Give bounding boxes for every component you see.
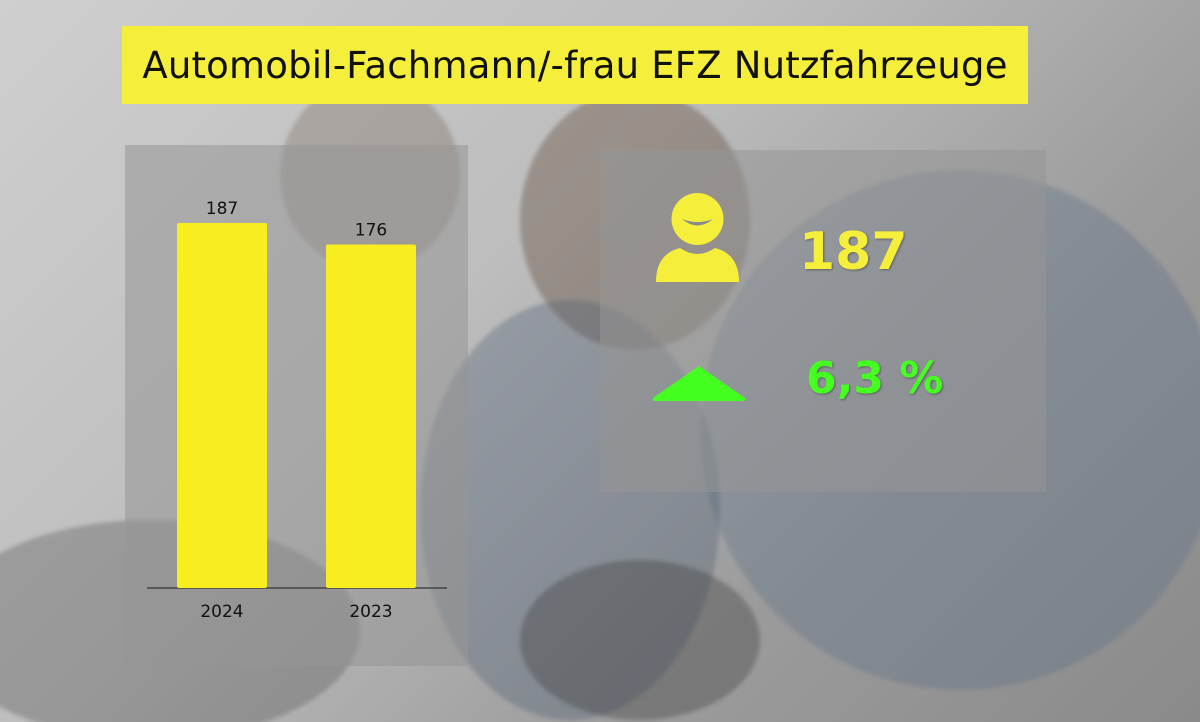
category-label: 2024	[200, 602, 243, 622]
change-percentage: 6,3 %	[806, 353, 944, 404]
bar-chart-panel: 187 2024 176 2023	[125, 145, 468, 666]
bar-chart: 187 2024 176 2023	[147, 199, 447, 622]
bar-2024	[177, 223, 267, 588]
person-icon	[656, 193, 739, 282]
kpi-panel: 187 6,3 %	[600, 150, 1046, 492]
triangle-up-icon	[652, 366, 746, 401]
learner-count: 187	[799, 222, 908, 282]
bar-value-label: 187	[206, 199, 238, 219]
page-title: Automobil-Fachmann/-frau EFZ Nutzfahrzeu…	[142, 43, 1008, 87]
bar-value-label: 176	[355, 220, 387, 240]
title-banner: Automobil-Fachmann/-frau EFZ Nutzfahrzeu…	[122, 26, 1028, 104]
category-label: 2023	[349, 602, 392, 622]
bar-2023	[326, 244, 416, 588]
